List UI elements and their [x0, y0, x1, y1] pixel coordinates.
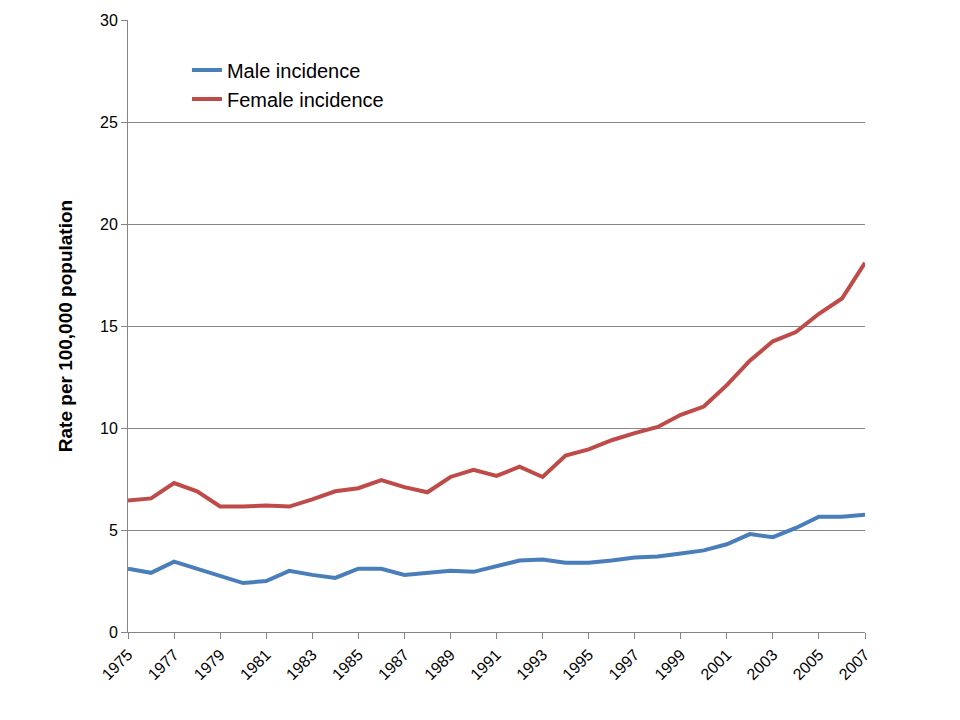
- svg-text:1997: 1997: [605, 646, 642, 683]
- svg-text:2007: 2007: [836, 646, 873, 683]
- svg-text:1989: 1989: [421, 646, 458, 683]
- svg-text:30: 30: [100, 12, 118, 29]
- svg-text:2001: 2001: [697, 646, 734, 683]
- svg-text:1995: 1995: [559, 646, 596, 683]
- svg-text:Male incidence: Male incidence: [227, 60, 360, 82]
- svg-text:1979: 1979: [191, 646, 228, 683]
- svg-text:2003: 2003: [743, 646, 780, 683]
- svg-text:Rate per 100,000 population: Rate per 100,000 population: [55, 200, 76, 452]
- svg-text:5: 5: [109, 522, 118, 539]
- svg-text:2005: 2005: [790, 646, 827, 683]
- svg-text:1975: 1975: [99, 646, 136, 683]
- svg-text:1991: 1991: [467, 646, 504, 683]
- svg-text:0: 0: [109, 624, 118, 641]
- svg-text:10: 10: [100, 420, 118, 437]
- svg-text:1985: 1985: [329, 646, 366, 683]
- svg-text:1987: 1987: [375, 646, 412, 683]
- svg-text:1993: 1993: [513, 646, 550, 683]
- svg-text:25: 25: [100, 114, 118, 131]
- svg-text:1983: 1983: [283, 646, 320, 683]
- svg-text:Female incidence: Female incidence: [227, 89, 384, 111]
- svg-text:20: 20: [100, 216, 118, 233]
- svg-text:1999: 1999: [651, 646, 688, 683]
- svg-text:1977: 1977: [145, 646, 182, 683]
- svg-text:15: 15: [100, 318, 118, 335]
- svg-text:1981: 1981: [237, 646, 274, 683]
